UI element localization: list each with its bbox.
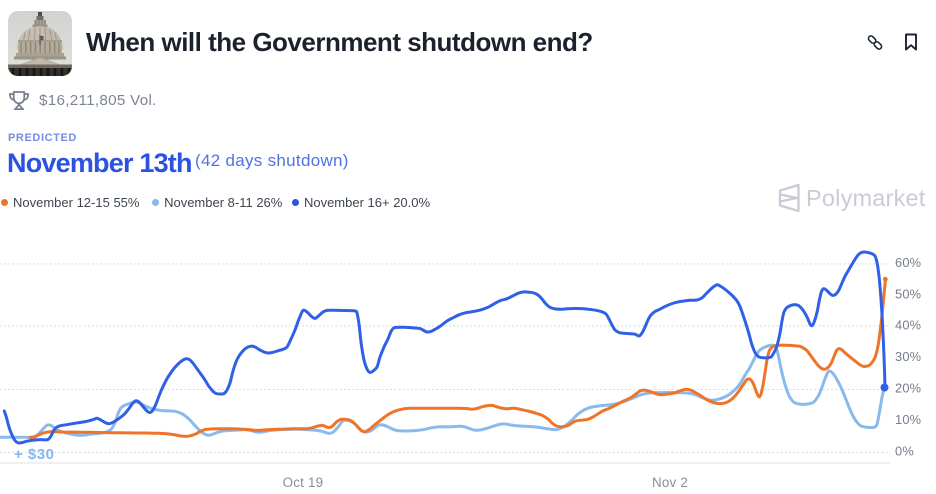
svg-text:30%: 30% bbox=[895, 349, 921, 364]
svg-text:Polymarket: Polymarket bbox=[806, 185, 926, 211]
svg-text:60%: 60% bbox=[895, 255, 921, 270]
svg-text:20%: 20% bbox=[895, 381, 921, 396]
svg-text:+ $30: + $30 bbox=[14, 446, 54, 463]
svg-text:0%: 0% bbox=[895, 443, 914, 458]
svg-text:10%: 10% bbox=[895, 412, 921, 427]
svg-text:40%: 40% bbox=[895, 318, 921, 333]
svg-text:Oct 19: Oct 19 bbox=[283, 475, 324, 490]
svg-text:Nov 2: Nov 2 bbox=[652, 475, 688, 490]
svg-text:50%: 50% bbox=[895, 286, 921, 301]
